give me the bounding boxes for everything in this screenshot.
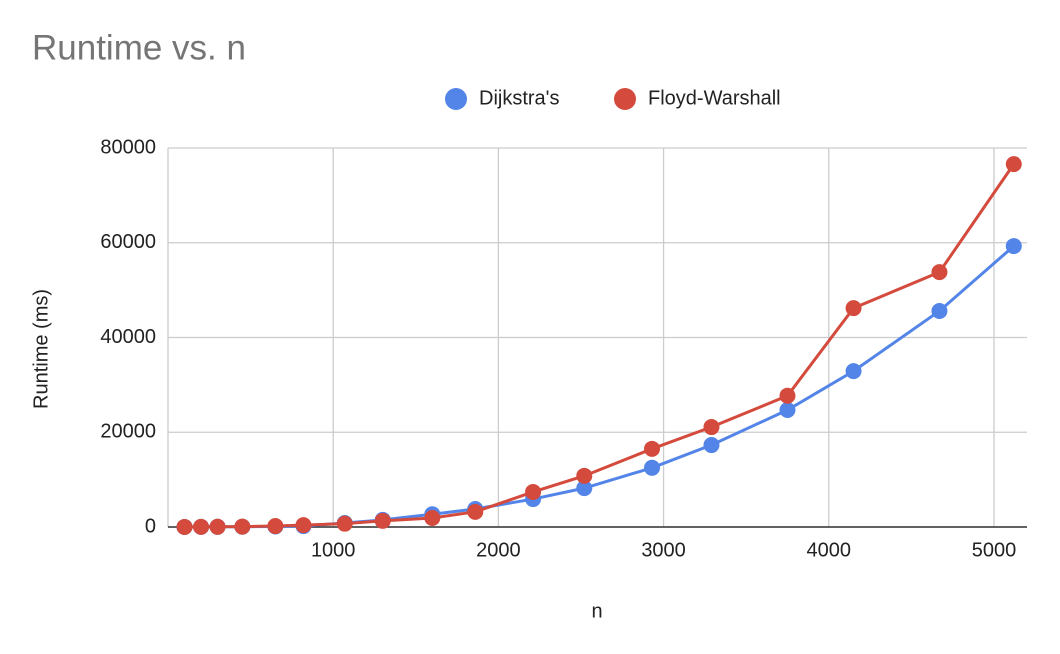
legend-label: Dijkstra's <box>479 87 560 109</box>
data-point <box>336 515 353 532</box>
x-tick-label: 4000 <box>807 539 852 561</box>
data-point <box>703 437 720 454</box>
y-tick-label: 60000 <box>100 231 156 253</box>
data-point <box>209 518 226 535</box>
chart-title: Runtime vs. n <box>32 28 246 67</box>
data-point <box>576 480 593 497</box>
y-tick-label: 20000 <box>100 421 156 443</box>
x-tick-label: 3000 <box>641 539 686 561</box>
data-point <box>1005 156 1022 173</box>
data-point <box>525 483 542 500</box>
data-point <box>845 300 862 317</box>
x-tick-label: 2000 <box>476 539 521 561</box>
data-point <box>424 509 441 526</box>
y-axis-label: Runtime (ms) <box>30 289 52 409</box>
data-point <box>176 518 193 535</box>
data-point <box>644 440 661 457</box>
data-point <box>267 518 284 535</box>
x-tick-label: 5000 <box>972 539 1017 561</box>
data-point <box>374 512 391 529</box>
data-point <box>779 401 796 418</box>
legend-marker <box>614 88 636 110</box>
data-point <box>467 503 484 520</box>
data-point <box>779 387 796 404</box>
data-point <box>1005 238 1022 255</box>
data-point <box>576 467 593 484</box>
y-tick-label: 80000 <box>100 136 156 158</box>
data-point <box>845 363 862 380</box>
y-tick-label: 0 <box>145 515 156 537</box>
x-axis-label: n <box>591 600 602 622</box>
data-point <box>931 302 948 319</box>
data-point <box>931 264 948 281</box>
y-tick-label: 40000 <box>100 326 156 348</box>
data-point <box>295 517 312 534</box>
data-point <box>234 518 251 535</box>
legend-label: Floyd-Warshall <box>648 87 781 109</box>
legend-marker <box>445 88 467 110</box>
data-point <box>703 419 720 436</box>
x-tick-label: 1000 <box>311 539 356 561</box>
data-point <box>644 459 661 476</box>
series-line <box>184 244 1015 529</box>
data-point <box>193 518 210 535</box>
